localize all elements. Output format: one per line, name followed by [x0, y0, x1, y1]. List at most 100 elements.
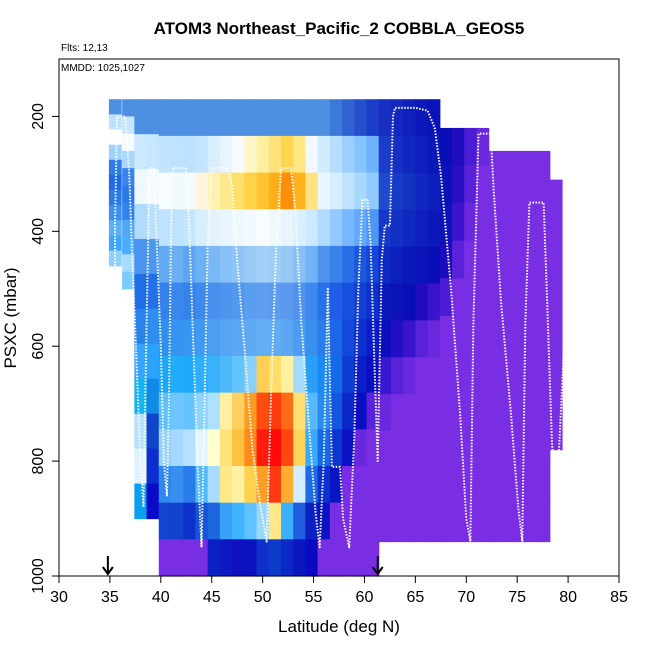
heatmap-cell	[146, 448, 160, 485]
heatmap-cell	[146, 134, 160, 170]
heatmap-cell	[268, 355, 282, 394]
heatmap-cell	[317, 209, 331, 247]
heatmap-cell	[293, 465, 306, 504]
x-tick-label: 70	[457, 589, 475, 606]
heatmap-cell	[354, 99, 368, 137]
heatmap-cell	[232, 319, 245, 357]
heatmap-cell	[439, 203, 453, 242]
heatmap-cell	[390, 209, 404, 248]
heatmap-cell	[452, 353, 465, 392]
heatmap-cell	[122, 237, 135, 255]
heatmap-cell	[268, 392, 282, 430]
x-tick-label: 30	[50, 589, 68, 606]
heatmap-cell	[366, 502, 380, 540]
heatmap-layer	[108, 99, 563, 577]
heatmap-cell	[403, 394, 416, 432]
heatmap-cell	[464, 503, 478, 543]
heatmap-cell	[158, 502, 172, 540]
heatmap-cell	[488, 463, 502, 504]
heatmap-cell	[525, 150, 539, 191]
heatmap-cell	[537, 424, 551, 465]
chart-title: ATOM3 Northeast_Pacific_2 COBBLA_GEOS5	[154, 19, 525, 38]
heatmap-cell	[134, 134, 148, 170]
heatmap-cell	[329, 539, 343, 577]
heatmap-cell	[244, 392, 258, 430]
heatmap-cell	[317, 99, 331, 137]
heatmap-cell	[280, 392, 294, 430]
heatmap-cell	[390, 394, 404, 432]
heatmap-cell	[207, 429, 221, 467]
heatmap-cell	[452, 278, 465, 317]
heatmap-cell	[183, 135, 197, 174]
heatmap-cell	[366, 355, 380, 394]
heatmap-cell	[415, 320, 429, 358]
heatmap-cell	[427, 209, 441, 248]
heatmap-cell	[354, 135, 368, 174]
heatmap-cell	[403, 172, 416, 211]
heatmap-cell	[183, 209, 197, 247]
heatmap-cell	[158, 282, 172, 320]
heatmap-cell	[513, 307, 526, 347]
heatmap-cell	[195, 282, 209, 320]
heatmap-cell	[329, 135, 343, 174]
heatmap-cell	[403, 467, 416, 506]
heatmap-cell	[439, 391, 453, 430]
heatmap-cell	[146, 483, 160, 520]
heatmap-cell	[280, 539, 294, 577]
heatmap-cell	[134, 483, 148, 520]
heatmap-cell	[317, 539, 331, 577]
heatmap-cell	[464, 353, 478, 392]
heatmap-cell	[439, 428, 453, 467]
heatmap-cell	[256, 99, 270, 137]
heatmap-cell	[452, 203, 465, 242]
heatmap-cell	[305, 172, 319, 210]
heatmap-cell	[500, 307, 514, 347]
heatmap-cell	[256, 392, 270, 430]
heatmap-cell	[342, 209, 355, 247]
heatmap-cell	[525, 346, 539, 386]
heatmap-cell	[232, 502, 245, 540]
heatmap-cell	[244, 172, 258, 210]
x-tick-label: 80	[559, 589, 577, 606]
heatmap-cell	[305, 465, 319, 504]
heatmap-cell	[146, 238, 160, 275]
heatmap-cell	[256, 282, 270, 320]
heatmap-cell	[195, 392, 209, 430]
heatmap-cell	[452, 466, 465, 505]
heatmap-cell	[354, 429, 368, 467]
heatmap-cell	[452, 428, 465, 467]
heatmap-cell	[513, 385, 526, 425]
heatmap-cell	[378, 320, 392, 358]
heatmap-cell	[244, 209, 258, 247]
heatmap-cell	[232, 392, 245, 430]
heatmap-cell	[500, 150, 514, 191]
heatmap-cell	[439, 315, 453, 355]
heatmap-cell	[439, 240, 453, 279]
heatmap-cell	[342, 319, 355, 357]
heatmap-cell	[476, 315, 490, 355]
heatmap-cell	[232, 135, 245, 174]
heatmap-cell	[378, 504, 392, 543]
heatmap-cell	[293, 209, 306, 247]
heatmap-cell	[537, 463, 551, 504]
x-tick-label: 85	[610, 589, 628, 606]
heatmap-cell	[280, 502, 294, 540]
heatmap-cell	[183, 99, 197, 137]
heatmap-cell	[232, 465, 245, 504]
heatmap-cell	[317, 355, 331, 394]
heatmap-cell	[366, 99, 380, 137]
heatmap-cell	[122, 219, 135, 238]
heatmap-cell	[158, 465, 172, 504]
heatmap-cell	[378, 99, 392, 137]
heatmap-cell	[488, 502, 502, 543]
heatmap-cell	[342, 135, 355, 174]
heatmap-cell	[183, 319, 197, 357]
heatmap-cell	[329, 99, 343, 137]
heatmap-cell	[329, 465, 343, 504]
heatmap-cell	[280, 319, 294, 357]
x-tick-label: 75	[508, 589, 526, 606]
heatmap-cell	[390, 283, 404, 321]
heatmap-cell	[427, 467, 441, 506]
heatmap-cell	[158, 209, 172, 247]
heatmap-cell	[134, 378, 148, 415]
